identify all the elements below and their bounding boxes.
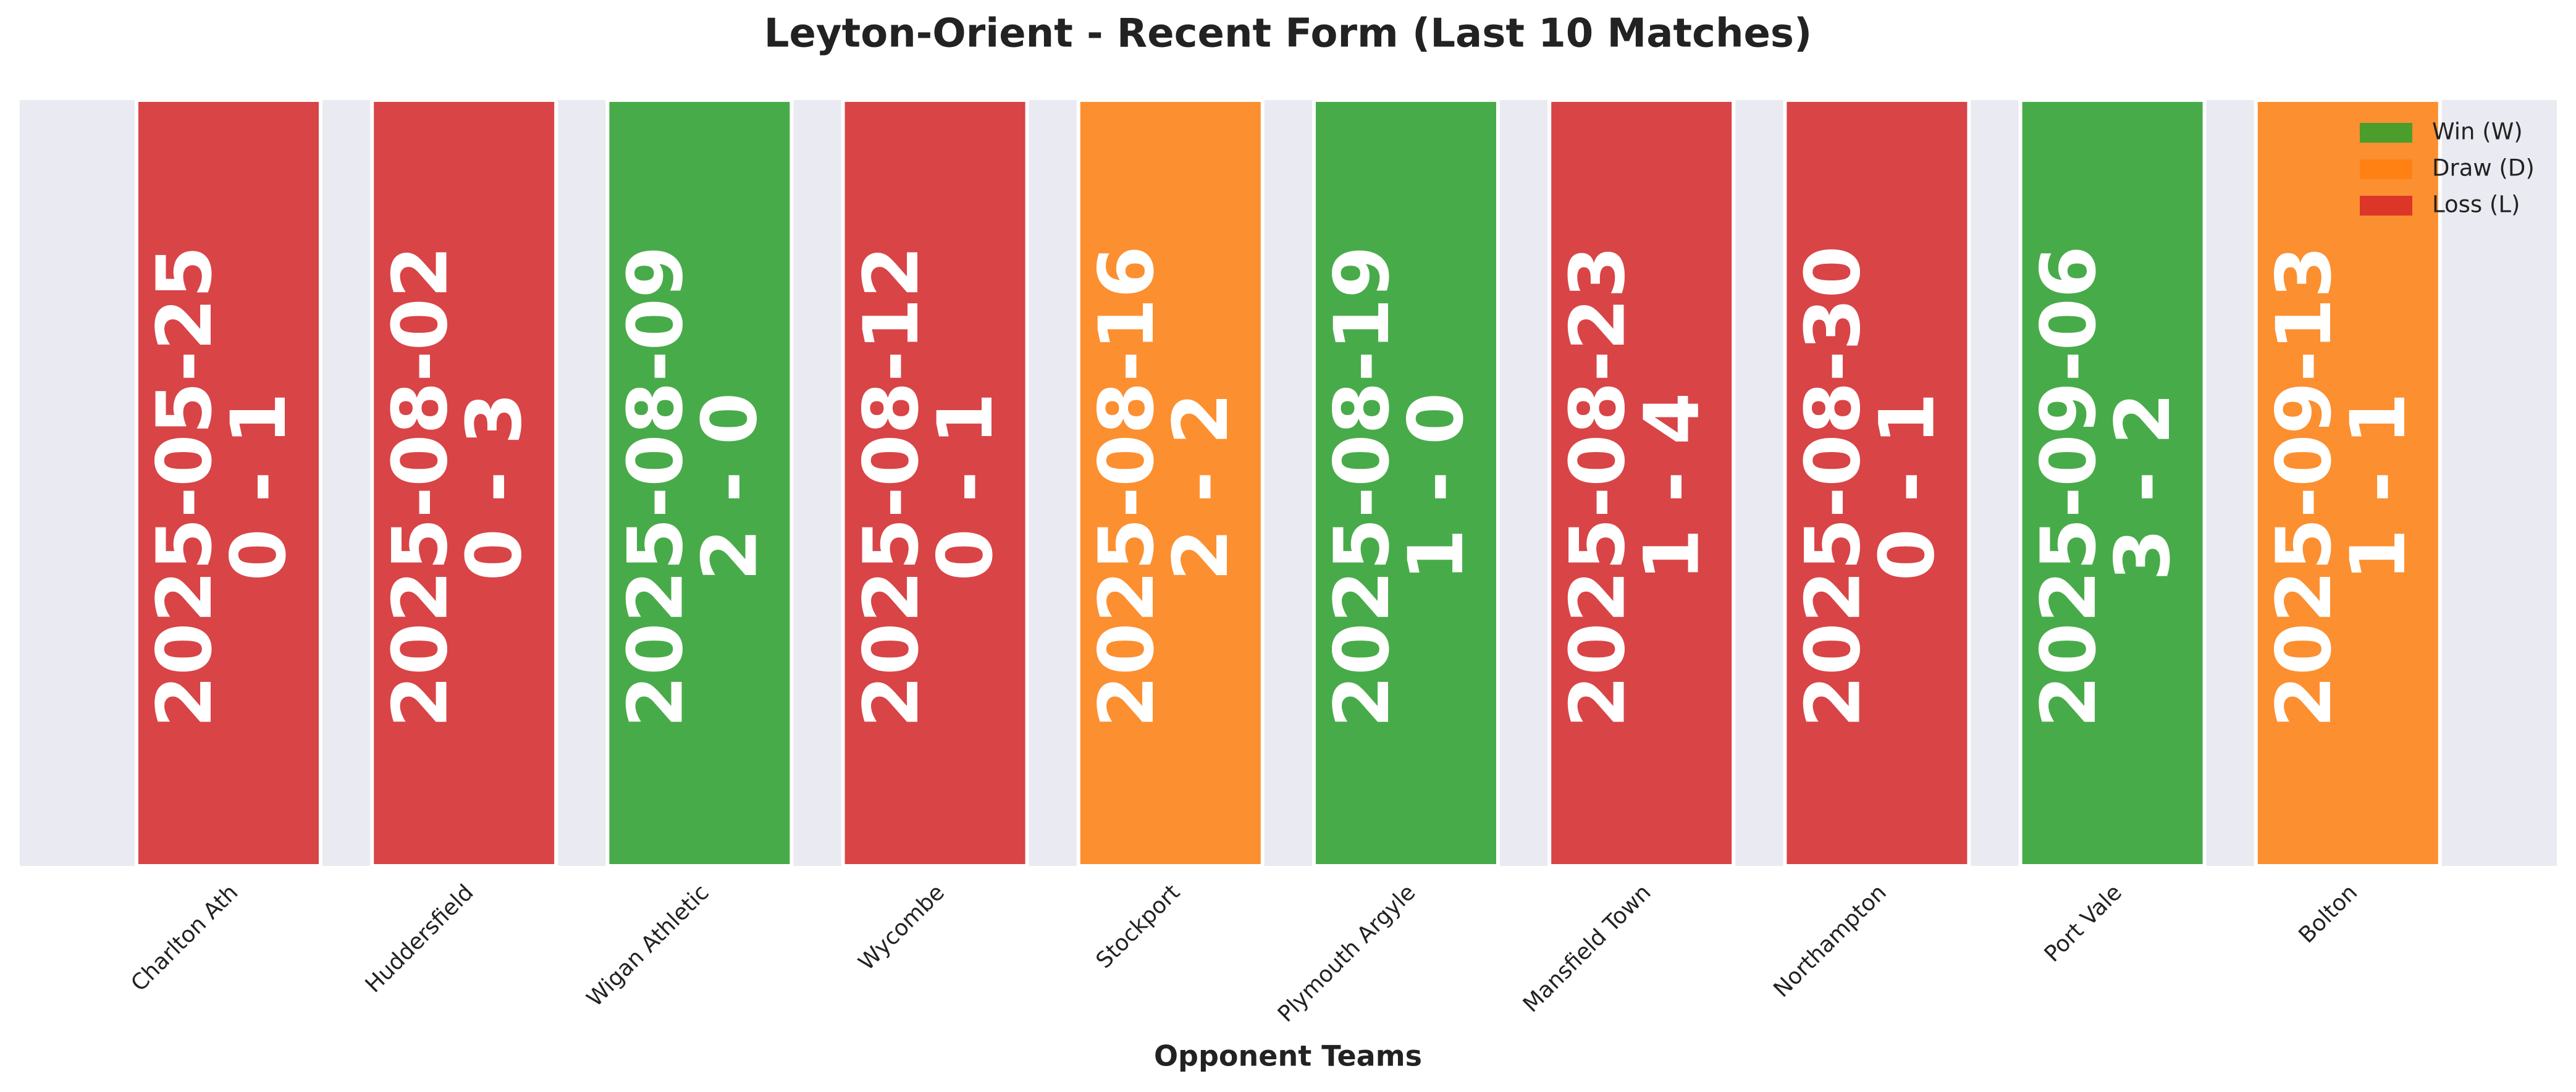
x-tick-label: Mansfield Town [1518,880,1656,1017]
x-tick-label: Northampton [1769,880,1891,1002]
result-bar [2254,98,2442,868]
match-date: 2025-08-19 [1318,246,1406,728]
match-score: 1 - 1 [2334,392,2422,581]
x-tick-label: Port Vale [2040,880,2127,967]
legend-swatch [2360,123,2412,143]
match-date: 2025-08-30 [1790,246,1877,728]
match-score: 3 - 2 [2099,392,2187,581]
result-bar [1783,98,1971,868]
match-score: 1 - 0 [1392,392,1480,581]
match-score: 2 - 2 [1157,392,1245,581]
match-score: 0 - 3 [450,392,538,581]
result-bar [841,98,1029,868]
match-date: 2025-05-25 [141,246,229,728]
x-tick-label: Huddersfield [361,880,479,998]
match-date: 2025-08-09 [612,246,700,728]
x-axis-label: Opponent Teams [1154,1040,1422,1073]
result-bar [2018,98,2207,868]
legend-swatch [2360,196,2412,216]
x-tick-label: Wycombe [854,880,949,975]
match-date: 2025-09-13 [2260,246,2348,728]
match-score: 1 - 4 [1628,392,1715,581]
match-date: 2025-09-06 [2025,246,2113,728]
match-date: 2025-08-02 [376,246,464,728]
legend-label: Draw (D) [2432,155,2535,182]
result-bar [1076,98,1265,868]
x-tick-label: Wigan Athletic [582,880,714,1012]
chart-title: Leyton-Orient - Recent Form (Last 10 Mat… [764,11,1812,57]
match-score: 0 - 1 [922,392,1009,581]
match-date: 2025-08-16 [1083,246,1171,728]
result-bar [370,98,558,868]
legend-label: Loss (L) [2432,191,2520,218]
match-score: 0 - 1 [1864,392,1951,581]
x-tick-label: Stockport [1092,880,1185,973]
match-score: 0 - 1 [215,392,303,581]
match-date: 2025-08-23 [1554,246,1641,728]
x-tick-label: Charlton Ath [127,880,243,996]
legend-swatch [2360,159,2412,179]
x-tick-label: Bolton [2294,880,2362,948]
result-bar [605,98,794,868]
match-score: 2 - 0 [686,392,774,581]
result-bar [1547,98,1736,868]
match-date: 2025-08-12 [848,246,935,728]
x-tick-label: Plymouth Argyle [1273,880,1421,1027]
legend-label: Win (W) [2432,119,2523,145]
result-bar [1312,98,1500,868]
result-bar [135,98,322,868]
